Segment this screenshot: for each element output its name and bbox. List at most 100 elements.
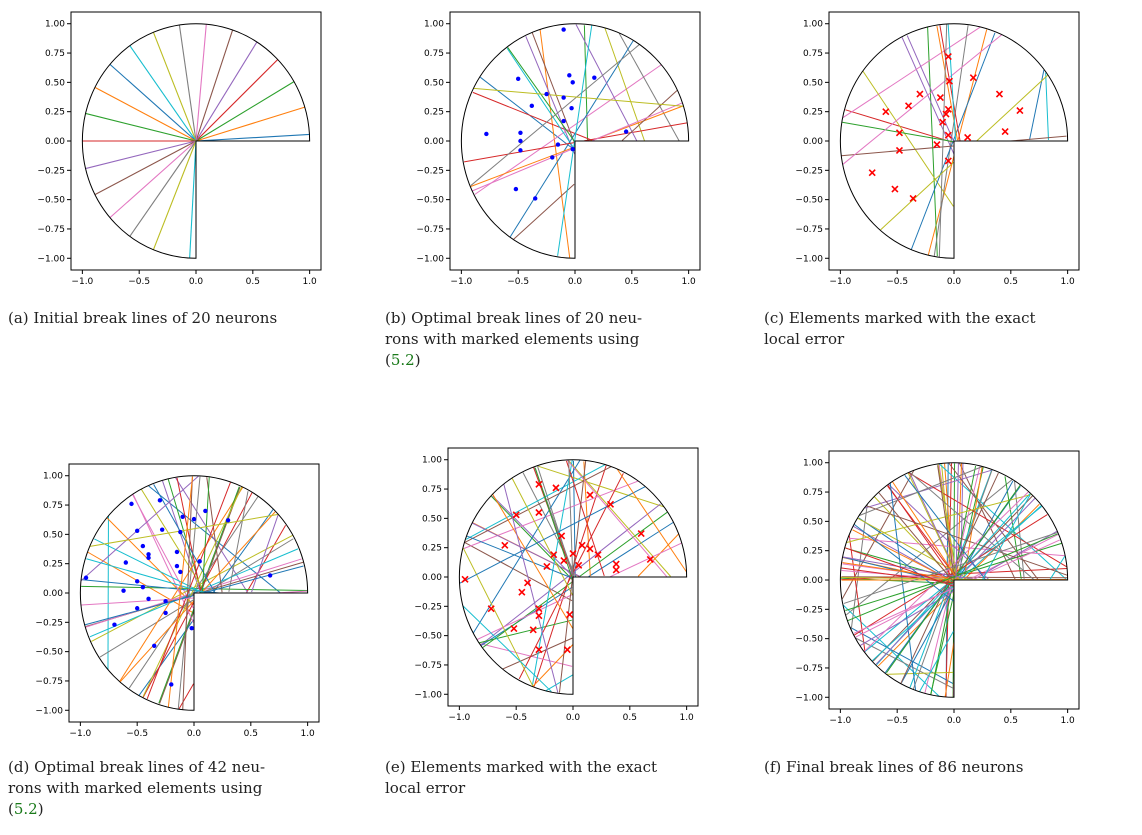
marked-element [535,646,543,654]
break-line [146,481,232,700]
marked-element [1016,106,1024,115]
x-tick-label: −1.0 [69,729,91,739]
break-line [182,476,193,710]
y-tick-label: −0.25 [795,605,823,615]
break-line [937,465,956,581]
marked-element [178,569,183,575]
break-line [976,74,1049,142]
break-line [957,29,988,141]
marked-element [646,555,654,563]
marked-element [529,103,535,109]
break-line [621,90,678,141]
marked-element [169,682,174,687]
break-line [859,466,983,516]
break-line [919,630,955,692]
marked-elements [484,27,629,201]
y-tick-label: −0.75 [35,677,63,687]
break-line [459,486,646,584]
y-tick-label: −0.50 [795,196,823,206]
break-line [947,24,957,141]
marked-element [606,500,615,508]
break-line [153,484,216,593]
break-line [228,491,249,592]
x-tick-label: 0.0 [568,277,583,287]
marked-element [558,532,566,540]
marked-element [637,530,645,538]
y-tick-label: 0.25 [803,108,823,118]
break-line [87,551,194,614]
y-tick-label: 0.00 [803,576,823,586]
break-line [109,140,197,219]
marked-element [180,514,185,519]
break-line [178,24,197,142]
x-tick-label: 1.0 [679,713,694,723]
marked-element [1001,128,1009,136]
break-line [189,140,197,259]
marked-element [936,94,944,102]
break-line [844,547,954,587]
x-tick-label: −0.5 [128,277,150,287]
break-line [480,643,573,667]
break-line [198,561,304,594]
marked-element [586,545,594,553]
y-tick-label: 0.25 [422,544,442,554]
marked-element [174,563,180,569]
break-line [938,24,948,258]
y-tick-label: 0.25 [45,108,65,118]
break-line [616,468,687,573]
break-line [901,587,955,683]
marked-element [552,484,560,492]
break-line [842,34,1003,165]
domain-boundary [839,462,1069,698]
marked-element [134,606,140,611]
break-line [1029,69,1045,141]
break-line [195,24,207,142]
break-line [887,484,955,580]
x-tick-label: 1.0 [681,277,696,287]
break-line [842,26,981,119]
marked-element [535,605,543,613]
break-line [583,122,688,142]
plot-area [458,459,688,695]
marked-element [895,129,904,137]
break-line [513,183,575,240]
marked-element [569,549,577,558]
marked-element [561,118,566,124]
marked-element [533,196,538,201]
marked-element [484,131,489,137]
y-tick-label: 0.00 [43,589,63,599]
break-line [939,25,961,141]
y-tick-label: −0.25 [414,602,442,612]
break-lines [841,24,1067,258]
break-line [201,477,210,592]
marked-element [123,560,129,565]
break-line [94,86,197,142]
break-line [583,25,589,140]
break-line [841,567,954,584]
break-line [81,597,194,606]
y-tick-label: 0.75 [43,501,63,511]
break-line [195,133,310,142]
y-tick-label: −0.50 [35,648,63,658]
plot-area [839,462,1069,698]
break-line [195,41,258,142]
y-tick-label: −0.75 [416,225,444,235]
break-line [142,486,243,697]
break-line [862,70,954,207]
y-tick-label: 0.75 [424,49,444,59]
marked-element [563,646,571,654]
y-tick-label: −0.50 [416,196,444,206]
break-line [1014,480,1025,579]
break-line [1004,476,1022,579]
break-line [479,76,575,151]
marked-element [512,511,520,519]
y-tick-label: −0.50 [795,635,823,645]
marked-element [868,169,876,177]
x-tick-label: 0.5 [625,277,639,287]
break-line [877,590,954,667]
x-tick-label: 0.0 [187,729,202,739]
y-tick-label: −0.75 [37,225,65,235]
panel-b: −1.0 −0.5 0.0 0.5 1.0 1.00 0.75 0.50 0.25 0.00 −0.… [414,6,724,296]
break-line [886,671,954,675]
break-line [466,535,574,579]
